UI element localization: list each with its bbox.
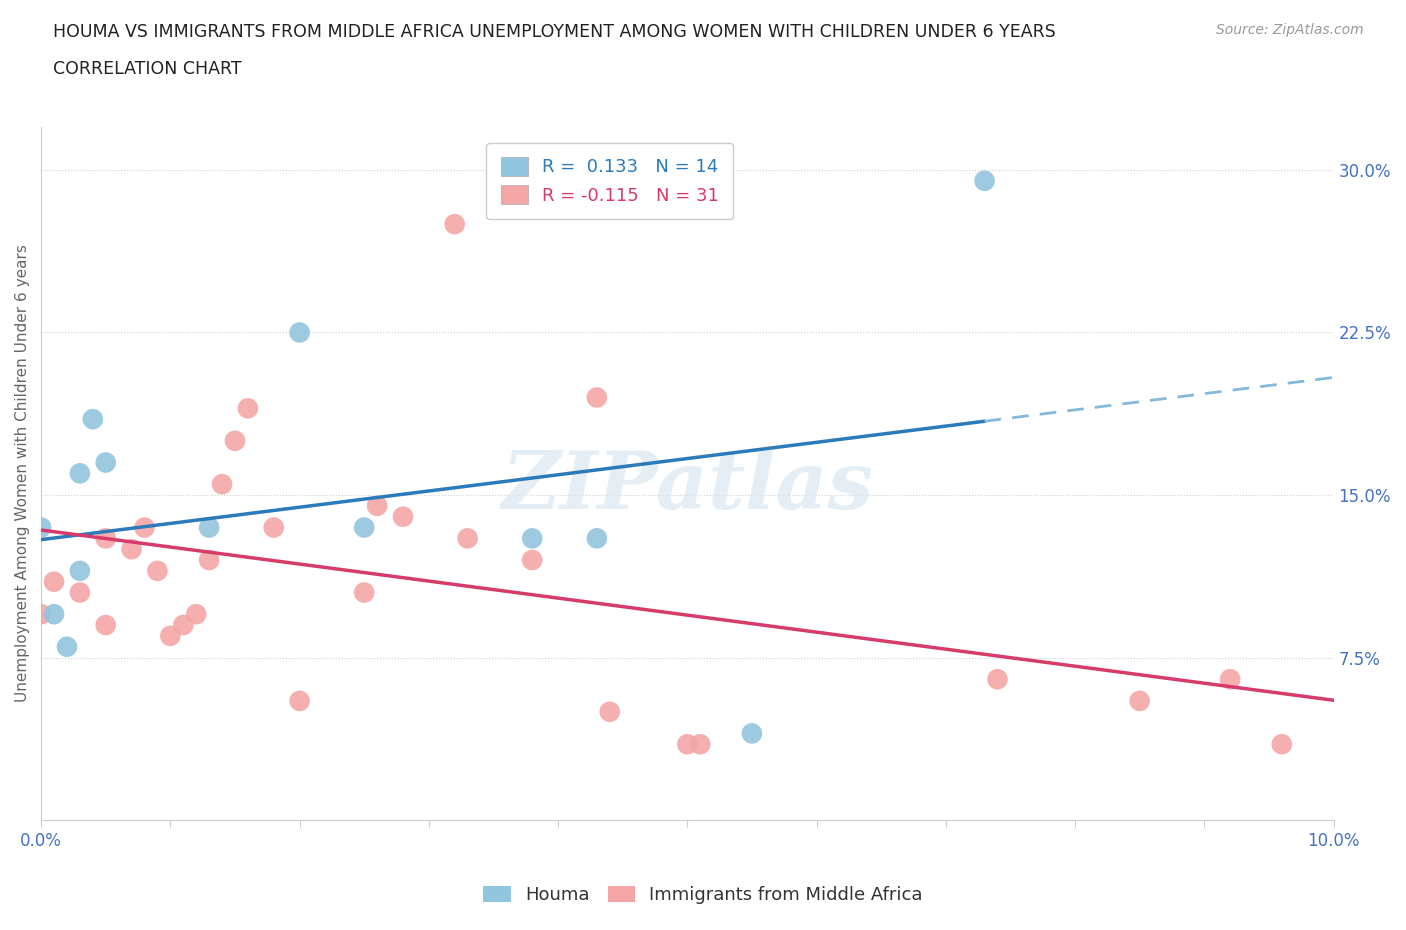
Point (94, 618, 117, 632)
Point (443, 217, 465, 232)
Point (30, 520, 52, 535)
Point (42, 574, 65, 589)
Point (585, 531, 607, 546)
Point (56, 639, 79, 654)
Point (986, 671, 1008, 686)
Point (263, 520, 285, 535)
Point (198, 552, 221, 567)
Point (1129, 694, 1152, 709)
Point (288, 326, 311, 340)
Point (676, 737, 699, 751)
Point (1219, 671, 1241, 686)
Legend: Houma, Immigrants from Middle Africa: Houma, Immigrants from Middle Africa (477, 879, 929, 911)
Point (973, 173, 995, 188)
Point (689, 737, 711, 751)
Point (211, 477, 233, 492)
Point (353, 585, 375, 600)
Point (69, 466, 91, 481)
Point (69, 564, 91, 578)
Point (134, 520, 156, 535)
Point (457, 531, 479, 546)
Point (585, 390, 607, 405)
Point (30, 606, 52, 621)
Point (236, 401, 259, 416)
Y-axis label: Unemployment Among Women with Children Under 6 years: Unemployment Among Women with Children U… (15, 245, 30, 702)
Point (186, 606, 208, 621)
Legend: R =  0.133   N = 14, R = -0.115   N = 31: R = 0.133 N = 14, R = -0.115 N = 31 (486, 142, 734, 219)
Point (82, 412, 104, 427)
Point (69, 585, 91, 600)
Text: CORRELATION CHART: CORRELATION CHART (53, 60, 242, 78)
Point (172, 618, 194, 632)
Point (392, 510, 415, 525)
Point (366, 498, 388, 513)
Point (741, 726, 763, 741)
Point (599, 704, 621, 719)
Point (522, 531, 544, 546)
Point (94, 455, 117, 470)
Point (1271, 737, 1294, 751)
Point (224, 433, 246, 448)
Point (94, 531, 117, 546)
Point (146, 564, 169, 578)
Point (288, 694, 311, 709)
Point (121, 542, 143, 557)
Text: ZIPatlas: ZIPatlas (502, 448, 873, 526)
Text: HOUMA VS IMMIGRANTS FROM MIDDLE AFRICA UNEMPLOYMENT AMONG WOMEN WITH CHILDREN UN: HOUMA VS IMMIGRANTS FROM MIDDLE AFRICA U… (53, 23, 1056, 41)
Text: Source: ZipAtlas.com: Source: ZipAtlas.com (1216, 23, 1364, 37)
Point (198, 520, 221, 535)
Point (159, 629, 181, 644)
Point (42, 606, 65, 621)
Point (353, 520, 375, 535)
Point (522, 552, 544, 567)
